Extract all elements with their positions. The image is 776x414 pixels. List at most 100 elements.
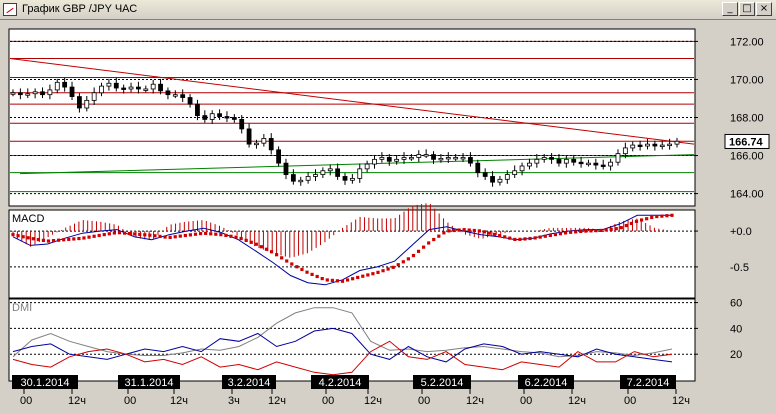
macd-tick-label: +0.0: [730, 226, 752, 238]
candle-body: [32, 91, 38, 95]
date-label: 7.2.2014: [627, 377, 670, 389]
candle-body: [593, 162, 599, 166]
candle-body: [84, 99, 90, 109]
maximize-button[interactable]: □: [739, 2, 755, 16]
close-button[interactable]: ×: [756, 2, 772, 16]
macd-signal-point: [503, 235, 507, 239]
hour-label: 00: [624, 395, 636, 407]
macd-signal-point: [462, 228, 466, 232]
hour-label: 00: [20, 395, 32, 407]
price-chart[interactable]: 172.00 170.00 168.00 166.00 164.00 166.74 +0.…: [0, 20, 776, 414]
candle-body: [674, 140, 680, 145]
candle-body: [202, 115, 208, 120]
candle-body: [254, 142, 259, 146]
macd-signal-point: [285, 259, 289, 263]
macd-signal-point: [381, 269, 385, 273]
macd-signal-point: [609, 227, 613, 231]
candle-body: [165, 90, 171, 96]
macd-signal-point: [209, 232, 213, 236]
date-label: 30.1.2014: [21, 377, 70, 389]
macd-signal-point: [634, 219, 639, 223]
macd-signal-point: [518, 237, 522, 241]
macd-signal-point: [158, 234, 162, 238]
date-label-box: [12, 375, 78, 389]
current-price-label: 166.74: [729, 136, 764, 148]
macd-signal-point: [112, 231, 116, 235]
macd-signal-point: [127, 231, 132, 236]
macd-signal-point: [386, 267, 390, 271]
candle-body: [77, 96, 82, 109]
macd-signal-point: [264, 247, 269, 251]
macd-signal-point: [396, 263, 400, 267]
macd-signal-point: [295, 265, 299, 269]
macd-signal-point: [665, 214, 669, 218]
candle-body: [298, 179, 304, 183]
candle-body: [468, 157, 473, 164]
candle-body: [512, 170, 518, 175]
candle-body: [453, 157, 459, 160]
candle-body: [187, 97, 193, 105]
candle-body: [659, 144, 665, 147]
hour-label: 00: [322, 395, 334, 407]
macd-signal-point: [26, 236, 30, 240]
candle-body: [622, 147, 628, 155]
candle-body: [519, 165, 525, 172]
macd-signal-point: [366, 273, 370, 277]
macd-signal-point: [351, 277, 355, 281]
candle-body: [305, 176, 311, 181]
candle-body: [69, 86, 75, 97]
macd-signal-point: [249, 240, 253, 244]
moving-average-line: [19, 154, 695, 175]
candle-body: [128, 86, 134, 90]
macd-panel: [8, 209, 696, 299]
macd-signal-point: [244, 238, 248, 242]
candle-body: [172, 94, 178, 97]
candle-body: [475, 162, 481, 174]
date-label-box: [118, 375, 180, 389]
macd-signal-point: [645, 217, 649, 221]
macd-signal-point: [401, 260, 405, 264]
candle-body: [416, 154, 422, 158]
candle-body: [645, 143, 650, 147]
hour-label: 12ч: [170, 395, 188, 407]
candle-body: [342, 176, 348, 181]
macd-signal-point: [305, 270, 309, 274]
minimize-button[interactable]: _: [722, 2, 738, 16]
macd-signal-point: [629, 221, 634, 226]
macd-signal-point: [422, 245, 426, 249]
candle-body: [246, 128, 252, 145]
candle-body: [586, 162, 591, 166]
dmi-plus-di-line: [12, 327, 673, 363]
hour-label: 12ч: [364, 395, 382, 407]
macd-signal-point: [533, 236, 537, 240]
candle-body: [10, 92, 16, 95]
window-titlebar: График GBP /JPY ЧАС _ □ ×: [0, 0, 776, 20]
macd-signal-point: [214, 232, 218, 236]
hour-label: 3ч: [228, 395, 240, 407]
macd-signal-point: [280, 256, 284, 260]
candle-body: [313, 174, 318, 177]
macd-signal-point: [563, 231, 568, 235]
macd-signal-point: [619, 226, 623, 230]
macd-signal-point: [594, 229, 598, 233]
macd-signal-point: [275, 253, 279, 257]
price-tick-label: 164.00: [730, 189, 764, 201]
macd-label: MACD: [12, 213, 44, 225]
candle-body: [143, 88, 149, 91]
candle-body: [379, 157, 385, 160]
macd-signal-point: [548, 233, 552, 238]
macd-signal-point: [51, 239, 56, 243]
dmi-tick-label: 20: [730, 349, 742, 361]
candle-body: [99, 85, 104, 94]
macd-signal-point: [310, 272, 314, 276]
macd-signal-point: [16, 234, 20, 238]
candle-body: [497, 178, 503, 183]
macd-signal-point: [574, 230, 578, 234]
date-label-box: [413, 375, 471, 389]
candle-body: [91, 92, 97, 101]
macd-signal-point: [168, 235, 172, 239]
candle-body: [571, 158, 577, 163]
candle-body: [578, 161, 584, 165]
macd-signal-point: [143, 233, 147, 237]
candle-body: [283, 162, 289, 175]
